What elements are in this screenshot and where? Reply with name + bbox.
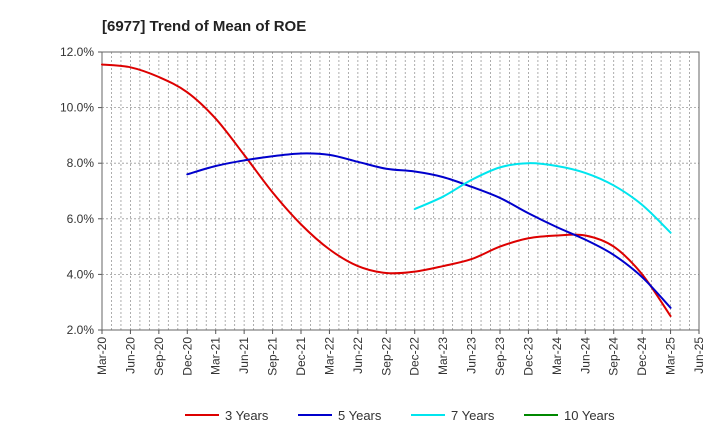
y-tick-label: 8.0% — [67, 156, 95, 170]
series-line-5-years — [186, 152, 672, 309]
x-tick-label: Mar-22 — [322, 337, 336, 375]
legend-label: 3 Years — [225, 408, 269, 423]
grid — [102, 52, 699, 330]
x-tick-label: Sep-20 — [152, 337, 166, 376]
legend-item-3-years: 3 Years — [185, 408, 269, 423]
plot-area — [102, 52, 699, 330]
y-tick-label: 6.0% — [67, 212, 95, 226]
x-tick-label: Dec-21 — [294, 337, 308, 376]
x-tick-label: Jun-20 — [123, 337, 137, 374]
y-tick-label: 2.0% — [67, 323, 95, 337]
legend-item-5-years: 5 Years — [298, 408, 382, 423]
x-tick-label: Jun-25 — [692, 337, 706, 374]
x-tick-label: Mar-23 — [436, 337, 450, 375]
legend-label: 7 Years — [451, 408, 495, 423]
x-tick-label: Mar-25 — [664, 337, 678, 375]
x-tick-label: Dec-23 — [521, 337, 535, 376]
series-line-7-years — [413, 162, 672, 234]
legend-label: 10 Years — [564, 408, 615, 423]
x-tick-label: Jun-24 — [578, 337, 592, 374]
axes: 2.0% 4.0% 6.0% 8.0% 10.0% 12.0% Mar-20 Jun-20 Se… — [60, 45, 706, 376]
plot-frame — [101, 51, 700, 331]
x-tick-label: Jun-23 — [465, 337, 479, 374]
x-tick-label: Jun-21 — [237, 337, 251, 374]
x-tick-label: Sep-24 — [607, 337, 621, 376]
legend-item-10-years: 10 Years — [524, 408, 615, 423]
y-tick-label: 10.0% — [60, 101, 94, 115]
series-lines — [101, 63, 672, 318]
legend: 3 Years 5 Years 7 Years 10 Years — [185, 408, 615, 423]
x-tick-label: Dec-20 — [180, 337, 194, 376]
legend-item-7-years: 7 Years — [411, 408, 495, 423]
x-tick-label: Sep-21 — [266, 337, 280, 376]
x-tick-label: Dec-24 — [635, 337, 649, 376]
x-tick-label: Mar-21 — [209, 337, 223, 375]
series-line-3-years — [101, 63, 672, 318]
y-tick-label: 4.0% — [67, 267, 95, 281]
x-tick-label: Jun-22 — [351, 337, 365, 374]
x-tick-label: Sep-23 — [493, 337, 507, 376]
x-tick-label: Mar-24 — [550, 337, 564, 375]
y-tick-label: 12.0% — [60, 45, 94, 59]
legend-label: 5 Years — [338, 408, 382, 423]
x-tick-label: Mar-20 — [95, 337, 109, 375]
x-tick-label: Dec-22 — [408, 337, 422, 376]
x-tick-label: Sep-22 — [379, 337, 393, 376]
chart-title: [6977] Trend of Mean of ROE — [102, 18, 306, 35]
